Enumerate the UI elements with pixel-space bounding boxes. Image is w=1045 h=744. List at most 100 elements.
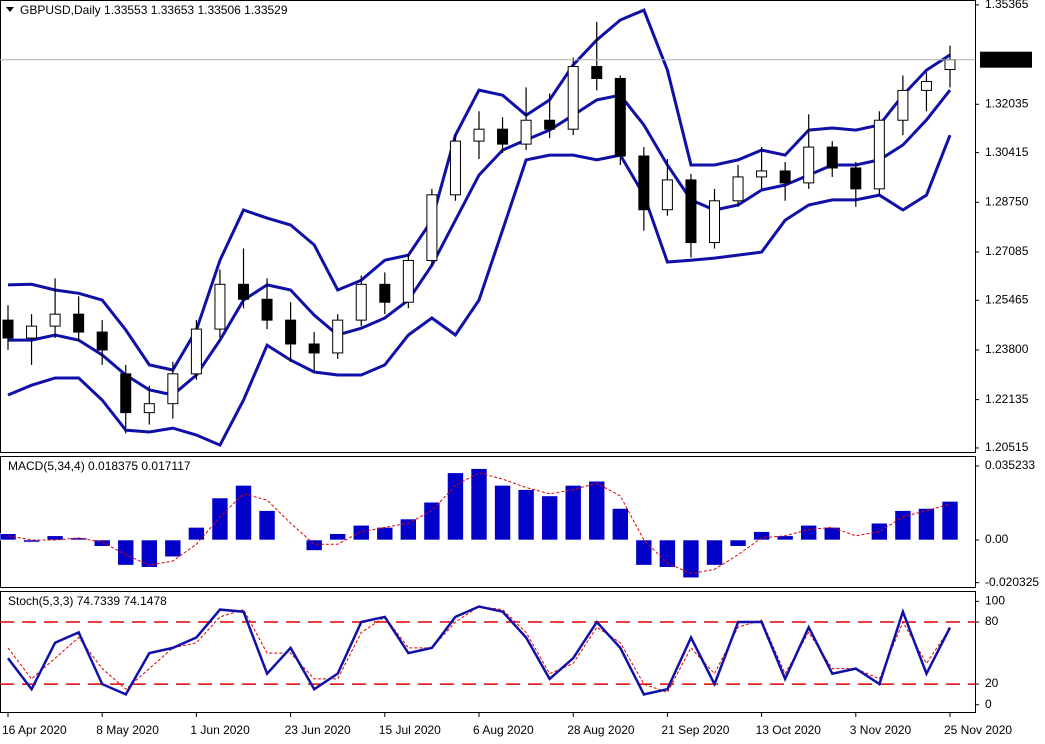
macd-bar: [188, 527, 205, 541]
macd-bar: [470, 468, 488, 541]
y-tick-label: 1.25465: [985, 292, 1029, 306]
macd-bar: [376, 527, 394, 541]
band-line: [7, 134, 952, 448]
macd-bar: [494, 485, 511, 541]
x-tick-label: 1 Jun 2020: [190, 723, 250, 737]
y-tick-label: 1.27085: [985, 244, 1029, 258]
macd-bar: [23, 539, 40, 543]
candle-body: [920, 80, 932, 91]
menu-arrow: [6, 7, 14, 12]
candle-body: [756, 170, 768, 178]
candle-body: [897, 89, 909, 121]
y-tick-label: -0.020325: [985, 575, 1039, 589]
y-tick-label: 0.00: [985, 532, 1009, 546]
candle-body: [661, 179, 673, 211]
macd-bar: [329, 533, 347, 541]
last-price-label: 1.33529: [985, 52, 1029, 66]
candle-body: [567, 66, 579, 130]
panel: [0, 0, 976, 453]
candle-body: [49, 313, 61, 327]
candle-body: [803, 146, 815, 184]
y-tick-label: 80: [985, 614, 999, 628]
band-line: [7, 8, 951, 372]
candle-body: [614, 77, 626, 157]
candle-body: [426, 194, 438, 261]
y-tick-label: 1.28750: [985, 194, 1029, 208]
panel-title: GBPUSD,Daily 1.33553 1.33653 1.33506 1.3…: [20, 3, 288, 17]
band-line: [8, 89, 952, 397]
y-tick-label: 100: [985, 594, 1005, 608]
macd-bar: [894, 510, 912, 541]
x-tick-label: 15 Jul 2020: [379, 723, 441, 737]
macd-bar: [258, 510, 276, 541]
candle-body: [167, 373, 179, 405]
x-tick-label: 8 May 2020: [96, 723, 159, 737]
candle-body: [685, 179, 697, 244]
macd-bar: [847, 539, 865, 541]
candle-body: [190, 328, 202, 375]
candle-body: [732, 176, 744, 202]
candle-body: [285, 319, 297, 345]
y-tick-label: 1.35365: [985, 0, 1029, 11]
macd-bar: [352, 524, 370, 541]
y-tick-label: 1.20515: [985, 440, 1029, 454]
x-tick-label: 23 Jun 2020: [285, 723, 351, 737]
last-price-box: [980, 51, 1032, 68]
macd-bar: [305, 539, 323, 551]
macd-bar: [46, 535, 64, 541]
macd-bar: [164, 539, 182, 558]
y-tick-label: 20: [985, 676, 999, 690]
y-tick-label: 1.22135: [985, 392, 1029, 406]
panel-title: MACD(5,34,4) 0.018375 0.017117: [8, 459, 191, 473]
candle-body: [520, 119, 532, 145]
macd-bar: [141, 539, 158, 568]
candle-body: [214, 283, 226, 330]
macd-bar: [235, 485, 252, 541]
macd-bar: [588, 480, 606, 541]
candle-body: [544, 119, 556, 130]
candle-body: [143, 403, 155, 414]
macd-bar: [541, 495, 558, 541]
candle-body: [26, 325, 38, 339]
macd-bar: [423, 501, 441, 541]
candle-body: [449, 140, 461, 196]
candle-body: [73, 313, 85, 333]
macd-bar: [117, 539, 135, 566]
y-tick-label: 1.30415: [985, 145, 1029, 159]
x-tick-label: 21 Sep 2020: [661, 723, 729, 737]
x-tick-label: 25 Nov 2020: [944, 723, 1012, 737]
y-tick-label: 1.32035: [985, 96, 1029, 110]
panel-title: Stoch(5,3,3) 74.7339 74.1478: [8, 594, 167, 608]
candle-body: [826, 146, 838, 169]
candle-body: [497, 128, 509, 145]
candle-body: [402, 259, 414, 303]
candle-body: [308, 343, 320, 354]
macd-bar: [941, 501, 959, 541]
macd-bar: [729, 539, 747, 547]
macd-bar: [0, 533, 17, 541]
macd-bar: [564, 485, 582, 541]
macd-bar: [753, 531, 770, 541]
candle-body: [873, 119, 885, 190]
macd-bar: [706, 539, 723, 566]
macd-bar: [659, 539, 676, 568]
candle-body: [473, 128, 485, 142]
x-tick-label: 13 Oct 2020: [756, 723, 822, 737]
macd-bar: [93, 539, 111, 547]
candle-body: [779, 170, 791, 184]
x-tick-label: 28 Aug 2020: [567, 723, 635, 737]
macd-bar: [823, 527, 841, 541]
y-tick-label: 0.035233: [985, 458, 1035, 472]
x-tick-label: 6 Aug 2020: [473, 723, 534, 737]
macd-bar: [400, 518, 417, 541]
candle-body: [96, 331, 108, 351]
y-tick-label: 1.23800: [985, 342, 1029, 356]
y-tick-label: 0: [985, 697, 992, 711]
macd-bar: [800, 524, 818, 541]
candle-body: [638, 155, 650, 211]
candle-body: [355, 283, 367, 321]
candle-body: [332, 319, 344, 354]
stoch-line: [7, 605, 952, 696]
macd-bar: [611, 508, 629, 541]
